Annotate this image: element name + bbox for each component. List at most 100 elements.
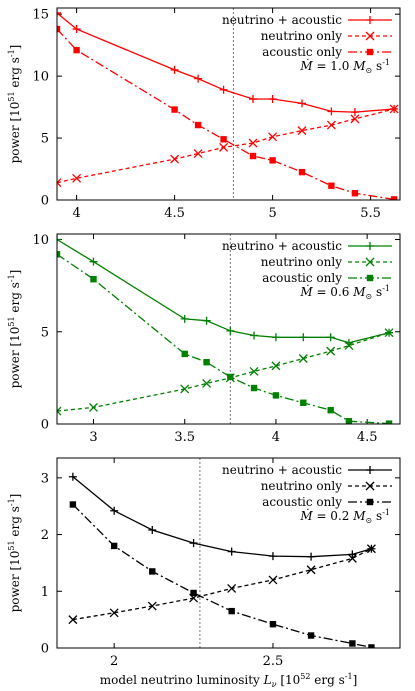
data-point [69,501,77,508]
data-point [390,196,398,200]
data-point [202,316,211,325]
data-point [298,168,306,176]
data-point [170,65,179,74]
data-point [326,120,336,130]
data-point [327,107,336,116]
data-point [298,99,306,108]
y-axis-label: power [1051 erg s-1] [7,270,22,389]
data-point [326,333,335,342]
legend-label: neutrino + acoustic [222,239,342,253]
data-layer [57,8,399,200]
legend-marker [366,48,374,56]
data-point [268,95,277,104]
legend-marker [366,466,374,474]
y-tick-label: 10 [32,70,49,85]
x-tick-label: 5.5 [360,206,381,221]
data-point [268,575,278,585]
legend-label: neutrino + acoustic [222,463,342,477]
y-tick-label: 5 [41,132,49,147]
data-point [181,350,188,358]
data-point [389,104,399,114]
data-point [297,126,307,136]
legend-label: neutrino + acoustic [222,13,342,27]
x-tick-label: 5 [268,206,276,221]
data-point [57,251,61,258]
data-point [249,95,257,104]
data-point [248,138,258,148]
data-point [57,8,61,17]
series-line [57,332,390,412]
legend-label: acoustic only [262,271,342,285]
mdot-annotation: Ṁ = 1.0 M⊙ s-1 [299,58,390,75]
data-point [170,154,180,164]
data-point [227,547,236,556]
data-point [149,568,156,575]
y-tick-label: 2 [41,528,49,543]
data-point [269,157,276,164]
data-point [327,406,334,414]
panel-3: 2 2.5 0 1 2 3 power [1051 erg s-1] neutrino + a… [7,457,401,689]
data-point [72,25,81,34]
data-point [272,392,280,399]
x-tick-label: 4.5 [357,430,378,445]
legend: neutrino + acoustic neutrino only acoustic… [222,463,392,509]
data-point [326,346,336,356]
data-point [194,74,203,83]
data-point [300,399,307,406]
data-point [271,333,280,342]
x-tick-label: 3.5 [174,430,195,445]
data-point [57,25,61,33]
x-tick-label: 2.5 [263,654,284,669]
panel-1: 4 4.5 5 5.5 0 5 10 15 power [1051 erg s-1] neutri… [7,7,401,221]
legend-marker [365,31,375,41]
x-tick-label: 4.5 [164,206,185,221]
y-tick-label: 5 [41,325,49,340]
legend-label: neutrino only [261,29,343,43]
legend: neutrino + acoustic neutrino only acoustic… [222,239,392,285]
data-point [384,328,394,338]
legend-marker [365,257,375,267]
data-point [298,354,308,363]
data-layer [68,472,376,648]
data-point [226,326,235,335]
x-tick-label: 4 [272,430,280,445]
data-point [110,542,118,550]
data-point [306,565,316,575]
plot-frame [56,7,401,201]
data-point [249,366,259,376]
x-tick-label: 2 [110,654,118,669]
data-point [249,152,257,160]
data-point [89,402,98,412]
series-line [72,504,372,648]
y-tick-label: 1 [41,585,49,600]
y-tick-label: 10 [32,233,49,248]
data-point [57,235,61,244]
data-point [345,418,353,424]
y-tick-label: 3 [41,471,49,486]
data-point [328,182,335,189]
legend-marker [366,498,374,506]
data-point [307,632,315,639]
data-point [73,46,80,54]
data-point [89,257,98,266]
data-point [68,472,77,481]
data-layer [57,235,394,424]
y-tick-label: 15 [32,8,49,23]
data-point [171,106,178,113]
plot-frame [56,233,401,425]
data-point [189,539,198,548]
data-point [203,359,210,366]
data-point [350,114,360,124]
data-point [366,544,376,554]
data-point [351,189,359,197]
data-point [72,173,82,183]
data-point [90,275,97,283]
data-point [350,108,359,117]
data-point [227,583,237,593]
legend-marker [366,274,374,282]
data-point [109,608,119,618]
legend-marker [366,16,374,24]
data-point [250,331,259,340]
series-line [57,28,395,200]
